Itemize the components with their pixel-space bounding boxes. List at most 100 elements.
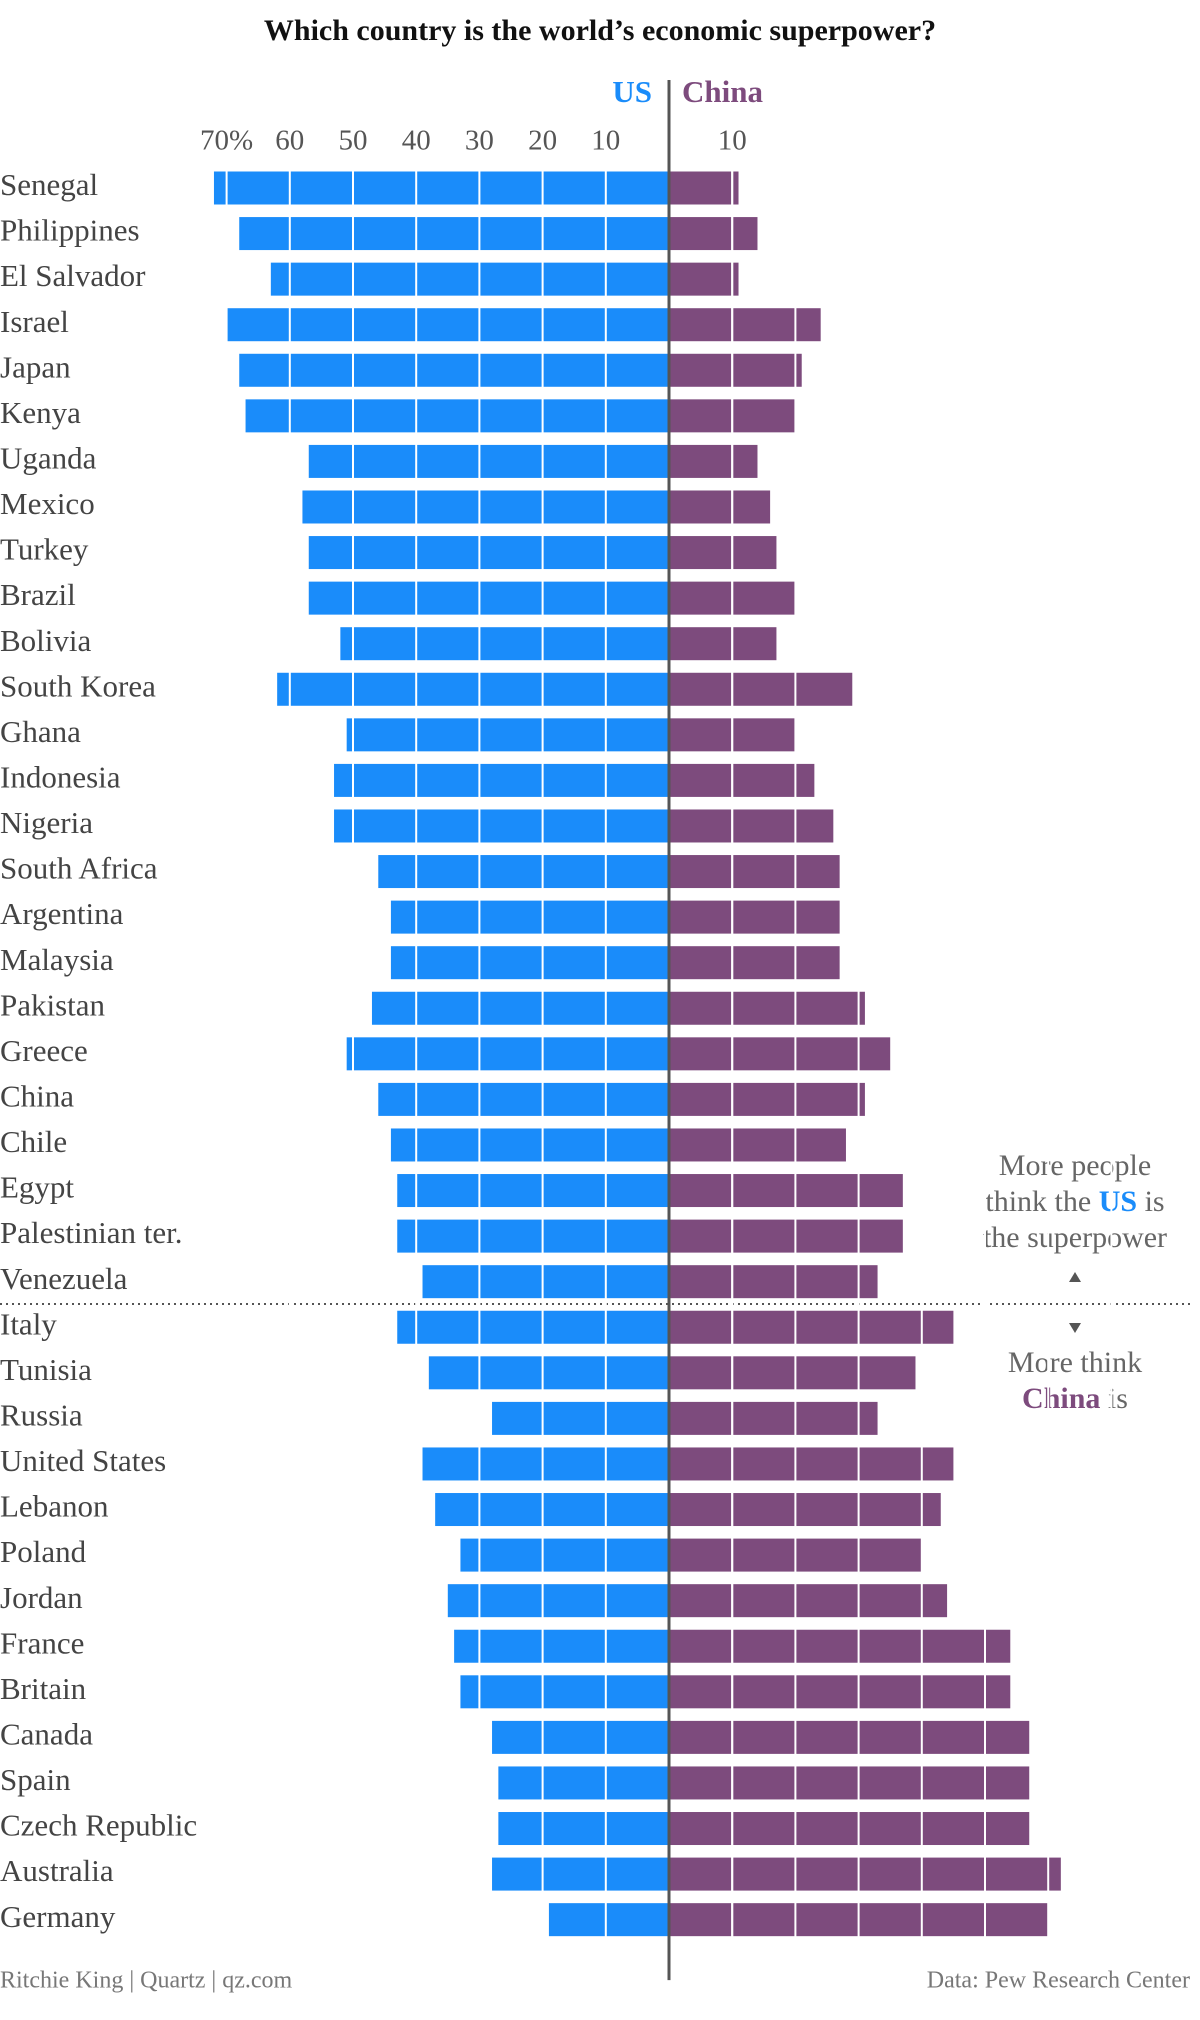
x-tick-label: 50 <box>339 125 368 157</box>
category-label: Lebanon <box>0 1489 109 1524</box>
category-label: United States <box>0 1443 166 1478</box>
bar <box>669 262 739 296</box>
bar <box>302 490 669 524</box>
bar <box>669 1128 846 1162</box>
bar <box>346 718 669 752</box>
legend-us: US <box>612 74 652 109</box>
category-label: Czech Republic <box>0 1808 197 1843</box>
annotation: the superpower <box>983 1221 1167 1254</box>
bar <box>669 1857 1061 1891</box>
bar <box>435 1493 669 1527</box>
category-label: Greece <box>0 1033 88 1068</box>
category-label: Britain <box>0 1671 87 1706</box>
category-label: Malaysia <box>0 942 114 977</box>
bar <box>492 1720 669 1754</box>
category-label: El Salvador <box>0 258 146 293</box>
category-label: South Korea <box>0 668 156 703</box>
bar <box>669 444 758 478</box>
category-label: Japan <box>0 349 71 384</box>
bar <box>447 1584 669 1618</box>
category-label: Pakistan <box>0 987 106 1022</box>
bar <box>669 1265 878 1299</box>
chart-title: Which country is the world’s economic su… <box>264 14 936 47</box>
bar <box>669 1493 941 1527</box>
category-label: Tunisia <box>0 1352 92 1387</box>
bar <box>669 855 840 889</box>
bar <box>669 1082 865 1116</box>
category-label: Palestinian ter. <box>0 1215 183 1250</box>
category-label: Italy <box>0 1306 57 1341</box>
bar <box>346 1037 669 1071</box>
bar <box>245 399 669 433</box>
category-label: Kenya <box>0 395 81 430</box>
category-label: Jordan <box>0 1580 83 1615</box>
category-label: Philippines <box>0 213 140 248</box>
bar <box>428 1356 669 1390</box>
bar <box>669 672 853 706</box>
bar <box>334 763 669 797</box>
category-label: Nigeria <box>0 805 93 840</box>
bar <box>492 1857 669 1891</box>
category-label: Indonesia <box>0 760 121 795</box>
bar <box>669 1219 903 1253</box>
bar <box>669 171 739 205</box>
annotation: More think <box>1008 1346 1142 1379</box>
bar <box>669 946 840 980</box>
bar <box>460 1538 669 1572</box>
x-tick-label: 10 <box>718 125 747 157</box>
bar <box>277 672 669 706</box>
bar <box>334 809 669 843</box>
bar <box>669 353 802 387</box>
bar <box>390 946 669 980</box>
footer: Data: Pew Research Center <box>927 1968 1190 1994</box>
category-label: France <box>0 1625 84 1660</box>
bar <box>390 900 669 934</box>
category-label: Canada <box>0 1716 93 1751</box>
arrow-up <box>1069 1272 1081 1282</box>
category-label: Turkey <box>0 532 89 567</box>
category-label: Poland <box>0 1534 87 1569</box>
bar <box>669 763 815 797</box>
bar <box>669 308 821 342</box>
x-tick-label: 60 <box>275 125 304 157</box>
bar <box>669 490 771 524</box>
bar <box>669 1356 916 1390</box>
legend-china: China <box>682 74 763 109</box>
category-label: Ghana <box>0 714 81 749</box>
category-label: China <box>0 1079 74 1114</box>
annotation: think the US is <box>985 1185 1164 1218</box>
category-label: Chile <box>0 1124 67 1159</box>
category-label: Senegal <box>0 167 98 202</box>
category-label: Argentina <box>0 896 124 931</box>
bar <box>669 1584 948 1618</box>
bar <box>669 900 840 934</box>
bar <box>669 809 834 843</box>
bar <box>226 308 669 342</box>
footer: Ritchie King | Quartz | qz.com <box>0 1968 293 1994</box>
bar <box>422 1447 669 1481</box>
bar <box>669 1812 1030 1846</box>
bar <box>548 1903 669 1937</box>
bar <box>669 1675 1011 1709</box>
category-label: Venezuela <box>0 1261 128 1296</box>
category-label: Mexico <box>0 486 95 521</box>
bar <box>308 536 669 570</box>
bar <box>669 217 758 251</box>
arrow-down <box>1069 1323 1081 1333</box>
bar <box>239 353 670 387</box>
bar <box>397 1219 669 1253</box>
x-tick-label: 30 <box>465 125 494 157</box>
annotation: China is <box>1022 1382 1128 1415</box>
category-label: Bolivia <box>0 623 92 658</box>
bar <box>454 1629 669 1663</box>
category-label: Germany <box>0 1899 116 1934</box>
category-label: Israel <box>0 304 69 339</box>
x-tick-label: 70% <box>200 125 253 157</box>
bar <box>669 536 777 570</box>
category-label: Russia <box>0 1397 83 1432</box>
bar <box>397 1174 669 1208</box>
bar <box>397 1310 669 1344</box>
x-tick-label: 10 <box>591 125 620 157</box>
bar <box>669 991 865 1025</box>
